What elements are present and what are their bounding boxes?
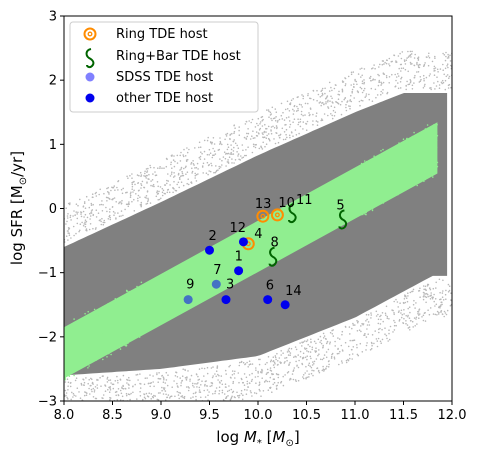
x-tick-label: 10.0 — [244, 408, 273, 423]
host-label-12: 12 — [229, 221, 246, 236]
x-axis-label-prefix: log — [216, 428, 244, 446]
host-dot-marker-3 — [221, 295, 231, 305]
legend-label-ring-bar: Ring+Bar TDE host — [116, 49, 241, 64]
x-axis-label-unit-open: [ — [262, 428, 273, 446]
ring-host-marker-13 — [256, 209, 270, 223]
legend-spiral-icon — [85, 48, 95, 69]
y-tick-label: −1 — [38, 266, 57, 281]
legend-label-ring: Ring TDE host — [116, 27, 208, 42]
x-axis-label-unit-close: ] — [294, 428, 300, 446]
host-dot-marker-9 — [183, 295, 193, 305]
y-tick-label: −2 — [38, 330, 57, 345]
legend: Ring TDE host Ring+Bar TDE host SDSS TDE… — [69, 21, 259, 113]
x-axis-label-unit-sub: ⊙ — [285, 438, 293, 449]
host-dot-marker-12 — [238, 237, 248, 247]
host-dot-marker-1 — [234, 266, 244, 276]
ring-outer — [256, 209, 270, 223]
host-label-6: 6 — [266, 279, 274, 294]
y-axis-label: log SFR [M⊙/yr] — [8, 151, 29, 265]
host-label-10: 10 — [278, 196, 295, 211]
y-tick-label: 3 — [49, 10, 57, 25]
ring-inner — [260, 213, 266, 219]
x-tick-label: 12.0 — [438, 408, 467, 423]
ring-outer — [270, 208, 284, 222]
ring-bar-host-marker-5 — [338, 209, 348, 230]
host-label-2: 2 — [209, 229, 217, 244]
x-tick-label: 11.0 — [341, 408, 370, 423]
legend-other-dot-icon — [85, 93, 95, 103]
x-axis-label-var: M — [244, 428, 257, 446]
ring-host-marker-10 — [270, 208, 284, 222]
host-dot-marker-14 — [280, 300, 290, 310]
x-tick-label: 8.5 — [102, 408, 123, 423]
y-axis-ticks: −3 −2 −1 0 1 2 3 — [38, 10, 64, 410]
y-tick-label: −3 — [38, 395, 57, 410]
host-label-11: 11 — [296, 193, 313, 208]
host-label-4: 4 — [254, 227, 262, 242]
host-dot-marker-2 — [205, 245, 214, 255]
y-tick-label: 1 — [49, 138, 57, 153]
ring-bar-host-marker-11 — [287, 203, 297, 224]
host-label-3: 3 — [226, 278, 234, 293]
y-axis-label-prefix: log SFR [M — [8, 185, 26, 265]
host-dot-marker-6 — [263, 295, 273, 305]
x-axis-label-sub: * — [257, 438, 262, 449]
tde-host-markers — [183, 203, 348, 310]
x-axis-label: log M* [M⊙] — [216, 428, 299, 449]
legend-sdss-dot-icon — [85, 72, 95, 82]
x-tick-label: 9.0 — [151, 408, 172, 423]
x-tick-label: 9.5 — [199, 408, 220, 423]
host-label-9: 9 — [186, 278, 194, 293]
x-tick-label: 10.5 — [292, 408, 321, 423]
host-label-1: 1 — [235, 250, 243, 265]
host-label-14: 14 — [285, 284, 302, 299]
host-label-8: 8 — [271, 236, 279, 251]
legend-ring-icon — [83, 27, 97, 41]
ring-bar-host-marker-8 — [268, 246, 278, 267]
x-tick-label: 11.5 — [389, 408, 418, 423]
x-axis-label-unit-var: M — [273, 428, 286, 446]
host-dot-marker-7 — [211, 279, 221, 289]
x-axis-ticks: 8.0 8.5 9.0 9.5 10.0 10.5 11.0 11.5 12.0 — [54, 401, 467, 423]
y-axis-label-sub: ⊙ — [18, 177, 29, 185]
cloud-scatter — [64, 50, 452, 401]
ring-inner — [274, 212, 280, 218]
y-tick-label: 2 — [49, 74, 57, 89]
host-label-13: 13 — [255, 197, 272, 212]
x-tick-label: 8.0 — [54, 408, 75, 423]
host-label-7: 7 — [213, 263, 221, 278]
main-sequence-band — [64, 122, 439, 381]
y-tick-label: 0 — [49, 202, 57, 217]
host-label-5: 5 — [336, 198, 344, 213]
legend-box — [69, 21, 259, 113]
band-area — [64, 122, 438, 379]
band-scatter — [64, 123, 439, 381]
legend-label-sdss: SDSS TDE host — [116, 70, 213, 85]
y-axis-label-suffix: /yr] — [8, 151, 26, 177]
legend-label-other: other TDE host — [116, 91, 213, 106]
